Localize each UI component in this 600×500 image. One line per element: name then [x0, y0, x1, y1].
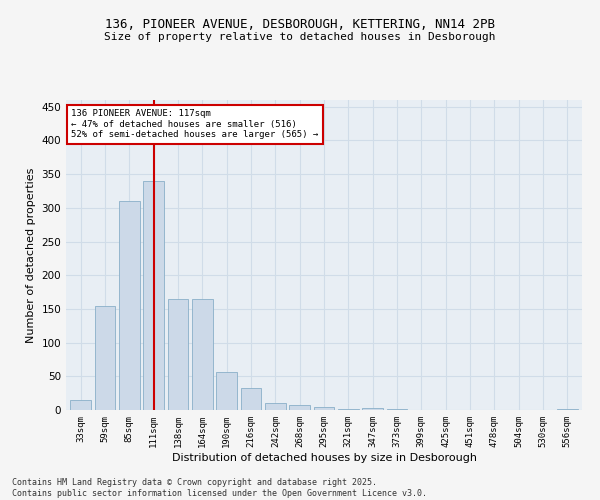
Bar	[192, 299, 212, 410]
Text: 136 PIONEER AVENUE: 117sqm
← 47% of detached houses are smaller (516)
52% of sem: 136 PIONEER AVENUE: 117sqm ← 47% of deta…	[71, 110, 319, 139]
X-axis label: Distribution of detached houses by size in Desborough: Distribution of detached houses by size …	[172, 452, 476, 462]
Y-axis label: Number of detached properties: Number of detached properties	[26, 168, 36, 342]
Bar	[314, 406, 334, 410]
Bar	[216, 372, 237, 410]
Bar	[386, 408, 407, 410]
Bar	[241, 388, 262, 410]
Bar	[70, 400, 91, 410]
Text: Size of property relative to detached houses in Desborough: Size of property relative to detached ho…	[104, 32, 496, 42]
Bar	[167, 299, 188, 410]
Text: 136, PIONEER AVENUE, DESBOROUGH, KETTERING, NN14 2PB: 136, PIONEER AVENUE, DESBOROUGH, KETTERI…	[105, 18, 495, 30]
Bar	[362, 408, 383, 410]
Bar	[95, 306, 115, 410]
Bar	[119, 201, 140, 410]
Bar	[143, 181, 164, 410]
Bar	[265, 404, 286, 410]
Bar	[289, 406, 310, 410]
Bar	[338, 408, 359, 410]
Text: Contains HM Land Registry data © Crown copyright and database right 2025.
Contai: Contains HM Land Registry data © Crown c…	[12, 478, 427, 498]
